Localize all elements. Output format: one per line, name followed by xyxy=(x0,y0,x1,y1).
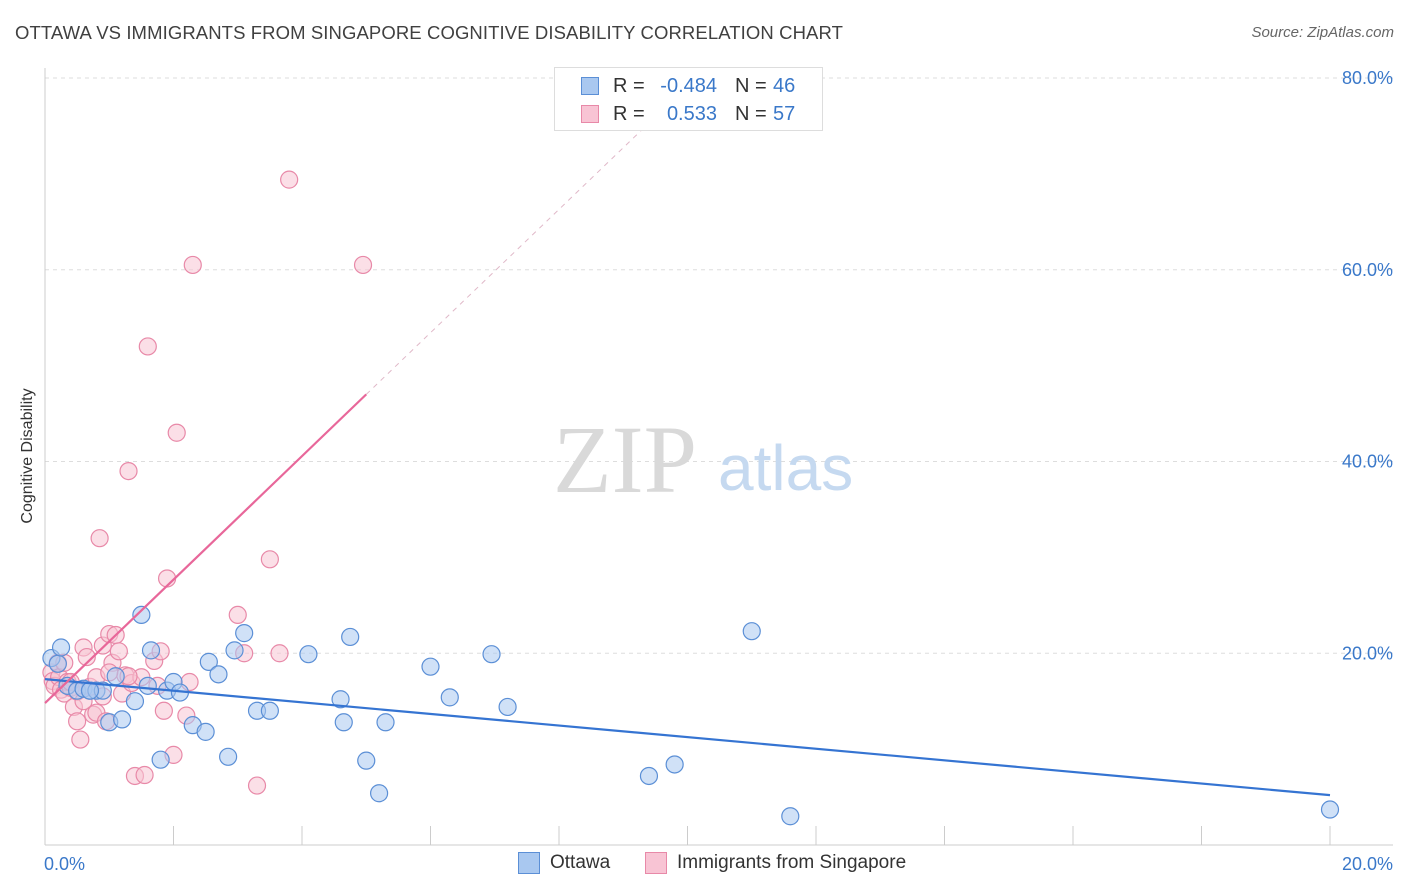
watermark-zip: ZIP xyxy=(553,406,697,513)
ottawa-point xyxy=(209,665,228,684)
ottawa-point xyxy=(138,676,157,695)
ottawa-point xyxy=(498,697,517,717)
y-tick-label: 80.0% xyxy=(1342,68,1393,88)
legend-item-ottawa[interactable]: Ottawa xyxy=(518,852,610,874)
series-legend: Ottawa Immigrants from Singapore xyxy=(0,852,1406,878)
chart-source: Source: ZipAtlas.com xyxy=(1251,24,1394,41)
ottawa-point xyxy=(112,710,132,729)
singapore-point xyxy=(270,644,289,663)
ottawa-point xyxy=(196,722,215,741)
ottawa-legend-swatch xyxy=(518,852,540,874)
ottawa-point xyxy=(260,701,279,720)
y-tick-label: 40.0% xyxy=(1342,452,1393,472)
watermark-atlas: atlas xyxy=(718,432,853,504)
ottawa-point xyxy=(440,688,459,707)
singapore-point xyxy=(71,730,90,749)
legend-item-singapore[interactable]: Immigrants from Singapore xyxy=(645,852,906,874)
ottawa-point xyxy=(151,750,170,769)
singapore-point xyxy=(109,642,128,661)
ottawa-point xyxy=(299,645,318,664)
ottawa-point xyxy=(421,657,440,676)
singapore-point xyxy=(119,461,138,481)
ottawa-point xyxy=(219,747,238,766)
legend-label-singapore: Immigrants from Singapore xyxy=(677,852,907,873)
n-value: 57 xyxy=(773,102,796,125)
axes xyxy=(44,68,1393,846)
y-tick-label: 60.0% xyxy=(1342,260,1393,280)
ottawa-swatch xyxy=(581,77,599,95)
singapore-point xyxy=(247,776,267,795)
ottawa-point xyxy=(48,654,67,673)
singapore-point xyxy=(228,605,247,625)
singapore-point xyxy=(353,255,373,275)
tick-labels: 20.0% 40.0% 60.0% 80.0% 0.0% 20.0% xyxy=(44,68,1393,874)
singapore-point xyxy=(183,255,202,275)
n-label: N = xyxy=(735,102,767,125)
legend-row-ottawa: R = -0.484 N = 46 xyxy=(555,72,822,100)
singapore-point xyxy=(135,765,154,785)
ottawa-point xyxy=(370,784,389,803)
ottawa-point xyxy=(639,766,659,786)
watermark: ZIP atlas xyxy=(553,406,853,513)
r-value: 0.533 xyxy=(666,102,717,125)
r-label: R = xyxy=(613,74,645,97)
ottawa-point xyxy=(376,713,395,732)
ottawa-point xyxy=(132,605,151,625)
singapore-trend-line xyxy=(44,393,368,704)
ottawa-trend-line xyxy=(44,678,1331,797)
ottawa-point xyxy=(51,638,71,657)
x-tick-label: 0.0% xyxy=(44,854,85,874)
singapore-point xyxy=(260,550,279,569)
legend-label-ottawa: Ottawa xyxy=(550,852,611,873)
singapore-point xyxy=(77,647,96,667)
singapore-point xyxy=(280,170,299,189)
correlation-legend: R = -0.484 N = 46 R = 0.533 N = 57 xyxy=(554,67,823,131)
singapore-points xyxy=(42,170,373,795)
ottawa-point xyxy=(341,627,360,647)
legend-row-singapore: R = 0.533 N = 57 xyxy=(555,100,822,128)
ottawa-point xyxy=(125,692,145,711)
ottawa-point xyxy=(1320,800,1340,819)
ottawa-point xyxy=(235,624,254,643)
ottawa-point xyxy=(665,755,684,774)
singapore-point xyxy=(68,712,87,731)
singapore-trend-extension xyxy=(365,122,650,395)
x-tick-label: 20.0% xyxy=(1342,854,1393,874)
n-value: 46 xyxy=(773,74,796,97)
chart-title: OTTAWA VS IMMIGRANTS FROM SINGAPORE COGN… xyxy=(15,22,844,43)
ottawa-point xyxy=(331,690,350,709)
ottawa-point xyxy=(106,667,125,686)
ottawa-point xyxy=(781,807,800,826)
ottawa-point xyxy=(482,645,501,664)
singapore-point xyxy=(90,529,109,548)
ottawa-point xyxy=(225,641,244,660)
singapore-point xyxy=(154,701,173,720)
gridlines xyxy=(45,77,1393,654)
singapore-point xyxy=(138,337,157,356)
singapore-point xyxy=(167,423,186,442)
ottawa-point xyxy=(742,622,761,641)
y-tick-label: 20.0% xyxy=(1342,643,1393,663)
ottawa-point xyxy=(357,751,376,770)
n-label: N = xyxy=(735,74,767,97)
trend-lines xyxy=(44,122,1331,797)
ottawa-point xyxy=(141,641,161,660)
singapore-legend-swatch xyxy=(645,852,667,874)
ottawa-points xyxy=(42,605,1340,826)
ottawa-point xyxy=(334,713,353,732)
singapore-swatch xyxy=(581,105,599,123)
r-value: -0.484 xyxy=(660,74,717,97)
r-label: R = xyxy=(613,102,645,125)
ottawa-point xyxy=(199,652,218,671)
